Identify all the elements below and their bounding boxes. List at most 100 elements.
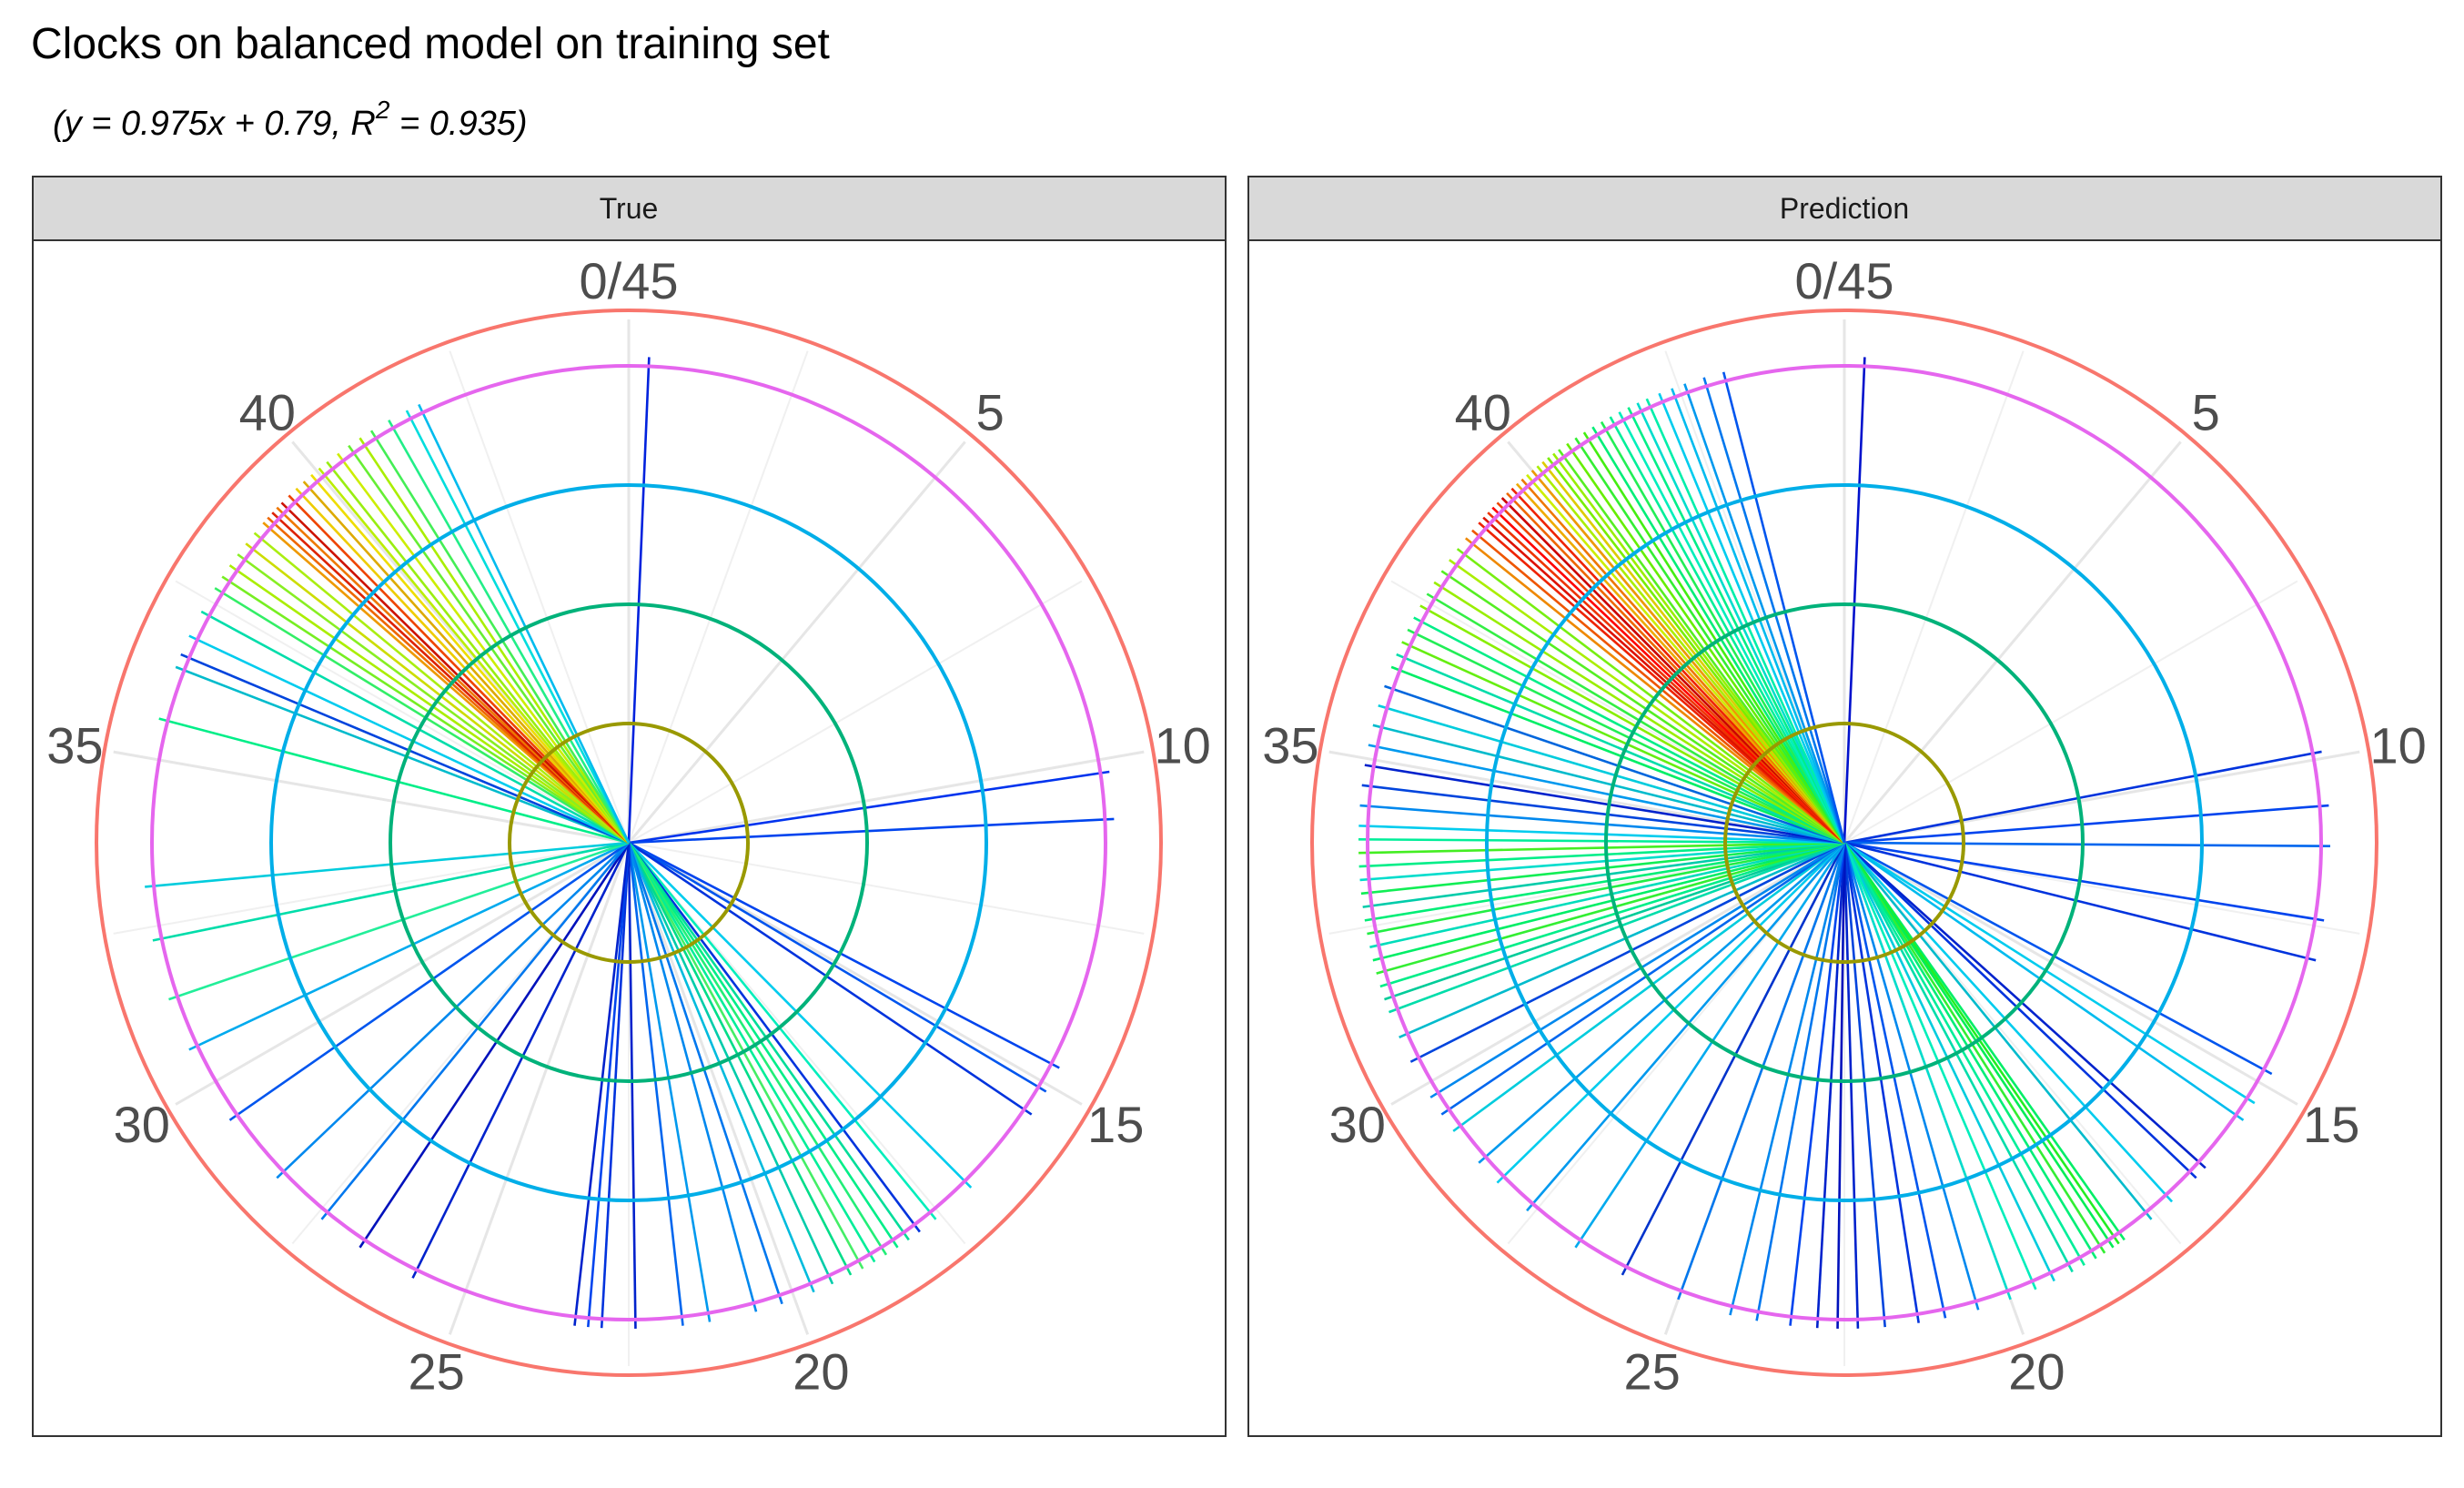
clock-ray [1843,842,2206,1169]
clock-ray [1843,842,2106,1254]
clock-ray [628,817,1115,845]
clock-ray [1627,407,1846,844]
clock-ray [1396,653,1845,845]
minor-gridline [1507,842,1845,1245]
clock-ray [628,841,1060,1069]
minor-gridline [1843,580,2298,844]
clock-ray [1456,548,1845,845]
clock-ray [628,770,1110,845]
clock-ray [1722,371,1846,844]
clock-ray [320,842,631,1220]
clock-ray [1618,411,1846,844]
clock-ray [1658,392,1846,844]
theta-tick-label: 10 [1154,717,1210,774]
major-gridline [175,841,630,1106]
clock-ray [1362,841,1845,908]
clock-ray [1364,764,1845,845]
theta-tick-label: 30 [1329,1096,1386,1153]
strip-true [32,176,1227,241]
clock-ray [1843,842,2012,1301]
clock-ray [1636,402,1846,844]
clock-ray [1843,841,2273,1076]
clock-ray [1671,388,1846,844]
theta-tick-label: 0/45 [580,252,679,309]
clock-ray [1433,581,1845,845]
radial-ring [150,364,1107,1321]
clock-ray [627,842,684,1326]
clock-ray [1566,442,1846,844]
grid-true [113,319,1145,1366]
clock-ray [627,842,888,1256]
minor-gridline [628,350,809,844]
clock-ray [1843,842,1947,1319]
clock-ray [288,494,630,844]
clock-ray [1843,842,2153,1220]
clock-ray [228,564,630,845]
radial-ring [1485,483,2204,1202]
clock-ray [1471,529,1845,844]
clock-ray [369,430,631,844]
clock-ray [221,575,630,845]
clock-ray [326,461,631,844]
clock-ray [1407,628,1845,845]
chart-title: Clocks on balanced model on training set [31,20,830,68]
clock-ray [1449,559,1845,845]
theta-tick-label: 10 [2369,717,2426,774]
panel-prediction: Prediction 0/45 5 10 15 20 25 30 35 40 [1247,176,2442,1437]
clock-ray [1358,841,1845,855]
clock-ray [1358,837,1845,845]
clock-ray [1843,842,1860,1329]
clock-ray [627,842,853,1276]
clock-ray [1574,842,1846,1249]
radial-ring [389,602,869,1083]
clock-ray [1609,416,1846,844]
clock-ray [145,841,630,888]
clock-ray [1729,842,1846,1316]
minor-gridline [1843,350,2025,844]
clock-ray [253,531,630,845]
clock-ray [628,842,973,1189]
subtitle-prefix: (y = 0.975x + 0.79, R [53,105,376,143]
clock-ray [1582,431,1846,844]
theta-tick-label: 40 [1455,384,1511,441]
strip-prediction [1247,176,2442,241]
clock-ray [228,841,630,1121]
clock-ray [1379,841,1845,988]
theta-tick-label: 5 [976,384,1005,441]
major-gridline [113,750,630,845]
clock-ray [1789,842,1846,1326]
minor-gridline [175,580,630,844]
radial-ring [269,483,988,1202]
clock-ray [627,842,637,1329]
clock-ray [1645,398,1846,844]
clock-ray [600,842,631,1329]
major-gridline [628,841,1083,1106]
clock-ray [1843,842,2115,1249]
clock-ray [1478,842,1845,1164]
clock-ray [1358,825,1845,845]
clock-ray [1367,841,1845,936]
clock-ray [628,841,1047,1093]
clock-ray [1364,841,1845,922]
rings-prediction [1310,309,2378,1377]
clock-ray [1390,665,1845,845]
clock-ray [1836,842,1846,1329]
clock-ray [1378,704,1845,845]
clock-ray [1372,841,1845,962]
radial-ring [95,309,1163,1377]
theta-tick-label: 15 [1087,1096,1144,1153]
clock-ray [1600,420,1846,844]
clock-ray [295,487,630,844]
clock-ray [1843,841,2330,848]
clock-ray [1843,841,2245,1121]
subtitle-superscript: 2 [375,96,390,124]
clock-ray [1413,616,1845,845]
clock-ray [1843,841,2325,922]
clock-ray [573,842,631,1326]
clock-ray [1621,842,1846,1276]
clock-ray [214,587,630,845]
clock-ray [627,842,937,1220]
clock-ray [1384,841,1845,1001]
clock-ray [1360,841,1845,896]
